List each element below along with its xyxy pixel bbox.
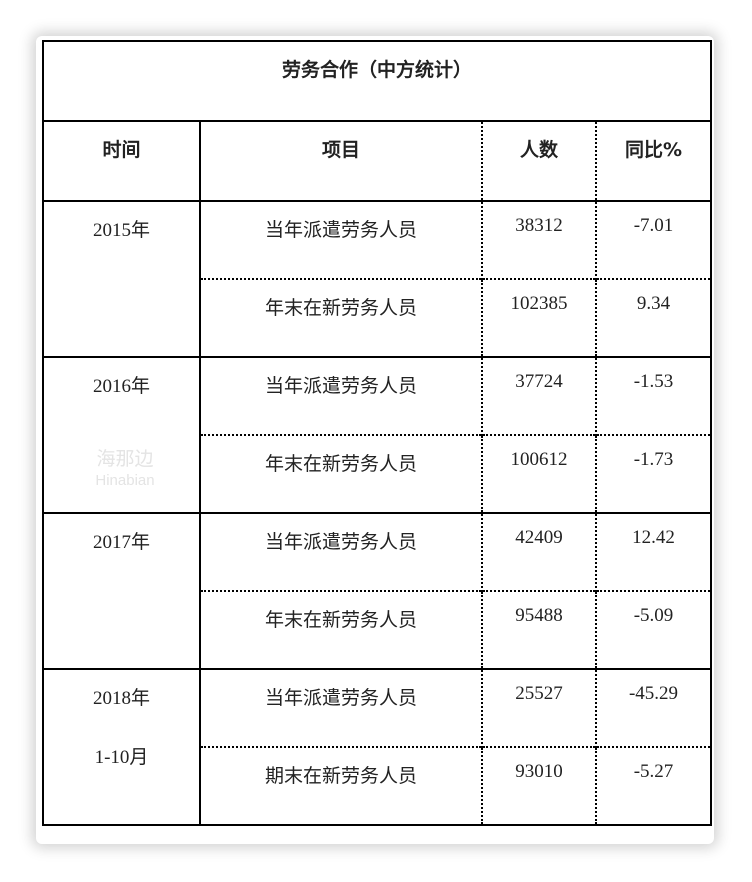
table-title: 劳务合作（中方统计） <box>41 41 712 122</box>
period-label: 2016年 <box>92 376 150 397</box>
header-yoy: 同比% <box>594 121 712 202</box>
table-row: 期末在新劳务人员 93010 -5.27 <box>43 746 712 825</box>
yoy-cell: -1.73 <box>594 434 712 513</box>
yoy-cell: -7.01 <box>594 200 712 279</box>
period-sub-label: 1-10月 <box>94 747 149 768</box>
period-cell: 2016年 <box>42 356 200 513</box>
header-count: 人数 <box>481 121 596 202</box>
period-cell: 2015年 <box>42 200 200 357</box>
count-cell: 42409 <box>481 512 596 591</box>
table-row: 2018年 1-10月 当年派遣劳务人员 25527 -45.29 <box>42 668 712 825</box>
header-row: 时间 项目 人数 同比% <box>42 121 712 202</box>
table-row: 年末在新劳务人员 95488 -5.09 <box>43 590 712 669</box>
count-cell: 93010 <box>481 746 596 825</box>
header-time: 时间 <box>42 121 200 202</box>
table-title-row: 劳务合作（中方统计） <box>41 41 712 122</box>
count-cell: 25527 <box>481 668 596 747</box>
count-cell: 95488 <box>481 590 596 669</box>
count-cell: 100612 <box>481 434 596 513</box>
header-item: 项目 <box>199 121 482 202</box>
yoy-cell: -45.29 <box>594 668 712 747</box>
item-cell: 当年派遣劳务人员 <box>199 356 482 435</box>
item-cell: 年末在新劳务人员 <box>199 590 482 669</box>
watermark-cn: 海那边 <box>96 448 154 470</box>
labor-cooperation-table: 劳务合作（中方统计） 时间 项目 人数 同比% 2015年 当年派遣劳务人员 3… <box>41 40 713 826</box>
count-cell: 102385 <box>481 278 596 357</box>
item-cell: 当年派遣劳务人员 <box>199 668 482 747</box>
yoy-cell: 9.34 <box>594 278 712 357</box>
period-label: 2017年 <box>92 532 150 553</box>
yoy-cell: -1.53 <box>594 356 712 435</box>
item-cell: 当年派遣劳务人员 <box>199 200 482 279</box>
period-cell: 2018年 1-10月 <box>42 668 200 825</box>
item-cell: 期末在新劳务人员 <box>199 746 482 825</box>
period-label: 2018年 <box>92 688 150 709</box>
item-cell: 年末在新劳务人员 <box>199 434 482 513</box>
table-row: 2016年 当年派遣劳务人员 37724 -1.53 <box>42 356 712 513</box>
table-row: 2017年 当年派遣劳务人员 42409 12.42 <box>42 512 712 669</box>
item-cell: 当年派遣劳务人员 <box>199 512 482 591</box>
period-label: 2015年 <box>92 220 150 241</box>
table-row: 年末在新劳务人员 100612 -1.73 <box>43 434 712 513</box>
table-row: 年末在新劳务人员 102385 9.34 <box>43 278 712 357</box>
count-cell: 37724 <box>481 356 596 435</box>
yoy-cell: -5.09 <box>594 590 712 669</box>
table-row: 2015年 当年派遣劳务人员 38312 -7.01 <box>42 200 712 357</box>
yoy-cell: 12.42 <box>594 512 712 591</box>
watermark-en: Hinabian <box>95 472 155 489</box>
yoy-cell: -5.27 <box>594 746 712 825</box>
count-cell: 38312 <box>481 200 596 279</box>
item-cell: 年末在新劳务人员 <box>199 278 482 357</box>
period-cell: 2017年 <box>42 512 200 669</box>
watermark-logo: 海那边 Hinabian <box>80 448 170 492</box>
